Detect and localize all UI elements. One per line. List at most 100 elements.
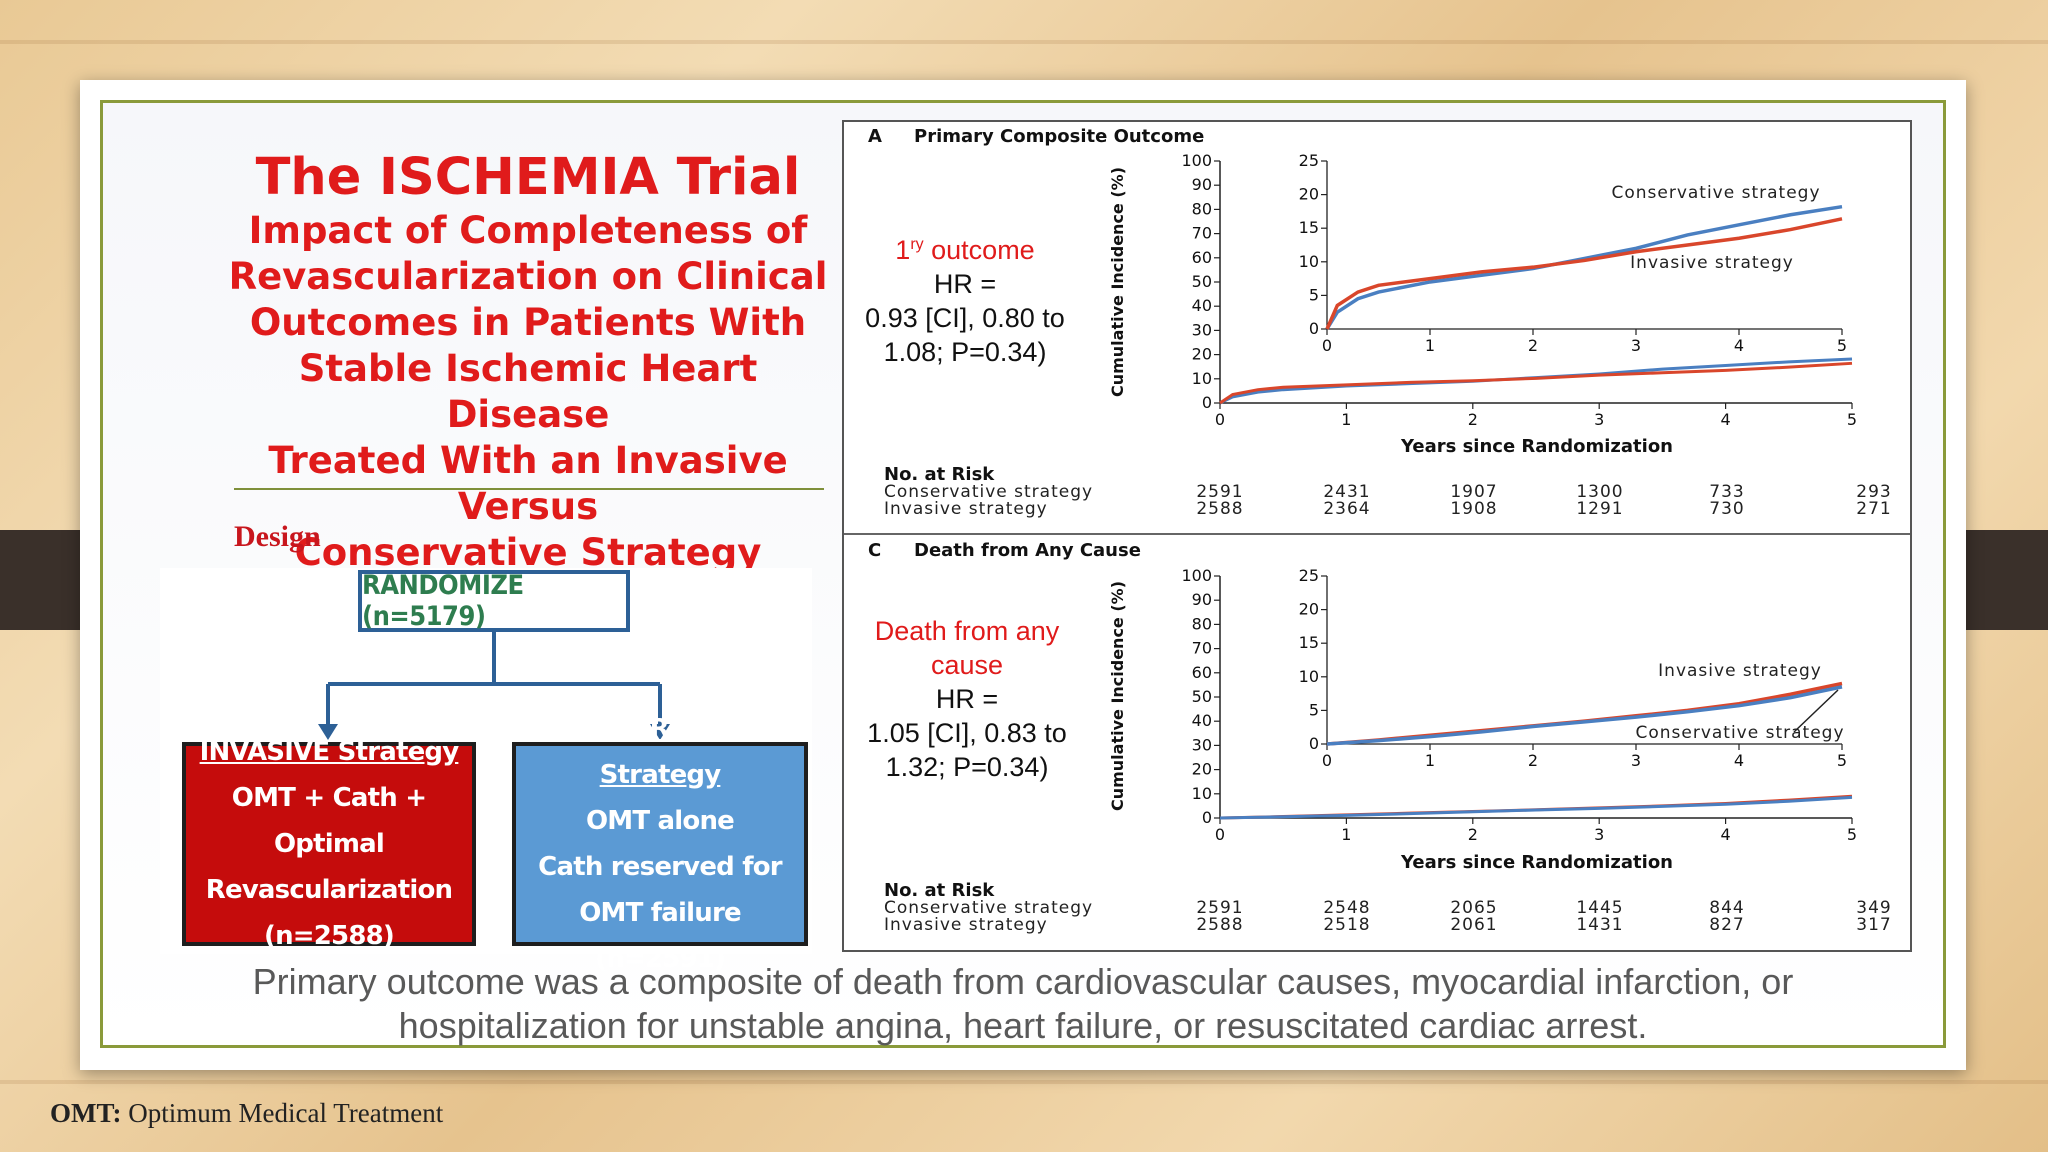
x-axis-label: Years since Randomization <box>1400 436 1673 457</box>
series-callout-label: Conservative strategy <box>1611 183 1820 203</box>
risk-table-value: 1300 <box>1576 482 1623 502</box>
death-ci-line: 1.05 [CI], 0.83 to <box>867 718 1067 748</box>
inset-y-tick-label: 5 <box>1309 700 1319 719</box>
risk-table-row-label: Invasive strategy <box>884 915 1048 935</box>
x-tick-label: 1 <box>1341 410 1351 429</box>
inset-x-tick-label: 1 <box>1425 336 1435 355</box>
risk-table-value: 1908 <box>1450 499 1497 519</box>
inset-y-tick-label: 20 <box>1299 185 1319 204</box>
inset-x-tick-label: 4 <box>1734 751 1744 770</box>
x-axis-label: Years since Randomization <box>1400 852 1673 873</box>
y-tick-label: 50 <box>1192 687 1212 706</box>
series-line-inset <box>1325 217 1843 330</box>
inset-y-tick-label: 0 <box>1309 734 1319 753</box>
y-tick-label: 100 <box>1181 566 1212 585</box>
conservative-strategy-box: CONSERVATIVE Strategy OMT alone Cath res… <box>512 714 808 974</box>
series-callout-label: Invasive strategy <box>1658 661 1822 681</box>
randomize-box: RANDOMIZE (n=5179) <box>358 570 630 632</box>
invasive-strategy-box: INVASIVE Strategy OMT + Cath + Optimal R… <box>182 737 476 951</box>
wood-grain <box>0 40 2048 44</box>
y-tick-label: 20 <box>1192 760 1212 779</box>
inset-x-tick-label: 1 <box>1425 751 1435 770</box>
risk-table-value: 827 <box>1709 915 1744 935</box>
series-callout-label: Invasive strategy <box>1630 253 1794 273</box>
x-tick-label: 2 <box>1468 410 1478 429</box>
subtitle-line: Treated With an Invasive Versus <box>268 439 788 528</box>
inset-x-tick-label: 3 <box>1631 751 1641 770</box>
slide-title: The ISCHEMIA Trial <box>255 148 801 207</box>
inset-y-tick-label: 25 <box>1299 151 1319 170</box>
panel-letter: A <box>868 126 882 147</box>
risk-table-row-label: Invasive strategy <box>884 499 1048 519</box>
x-tick-label: 4 <box>1721 410 1731 429</box>
callout-leader <box>1793 689 1839 733</box>
risk-table-value: 1291 <box>1576 499 1623 519</box>
risk-table-value: 1445 <box>1576 898 1623 918</box>
panel-divider <box>844 533 1910 535</box>
footnote-line: Primary outcome was a composite of death… <box>252 961 1794 1002</box>
omt-text: Optimum Medical Treatment <box>121 1098 444 1128</box>
y-tick-label: 80 <box>1192 614 1212 633</box>
y-tick-label: 40 <box>1192 711 1212 730</box>
risk-table-value: 2548 <box>1323 898 1370 918</box>
risk-table-value: 2588 <box>1196 499 1243 519</box>
invasive-strategy-line: Optimal Revascularization <box>205 829 453 905</box>
inset-y-tick-label: 10 <box>1299 252 1319 271</box>
inset-x-tick-label: 5 <box>1837 751 1847 770</box>
y-tick-label: 80 <box>1192 199 1212 218</box>
y-tick-label: 40 <box>1192 296 1212 315</box>
risk-table-value: 733 <box>1709 482 1744 502</box>
risk-table-value: 1907 <box>1450 482 1497 502</box>
y-axis-label: Cumulative Incidence (%) <box>1108 167 1127 397</box>
invasive-strategy-line: OMT + Cath + <box>231 783 427 813</box>
inset-y-tick-label: 25 <box>1299 566 1319 585</box>
risk-table-value: 2591 <box>1196 482 1243 502</box>
risk-table-value: 844 <box>1709 898 1744 918</box>
risk-table-value: 730 <box>1709 499 1744 519</box>
chart-title: Primary Composite Outcome <box>914 126 1204 147</box>
primary-ci-line: 0.93 [CI], 0.80 to <box>865 303 1065 333</box>
inset-x-tick-label: 5 <box>1837 336 1847 355</box>
y-tick-label: 50 <box>1192 272 1212 291</box>
x-tick-label: 3 <box>1594 410 1604 429</box>
y-tick-label: 30 <box>1192 320 1212 339</box>
title-underline <box>234 488 824 490</box>
series-line-main <box>1219 361 1853 405</box>
risk-table-value: 2588 <box>1196 915 1243 935</box>
series-line-main <box>1219 795 1853 820</box>
primary-ci-line: 1.08; P=0.34) <box>883 337 1047 367</box>
inset-y-tick-label: 15 <box>1299 633 1319 652</box>
y-tick-label: 60 <box>1192 663 1212 682</box>
primary-outcome-label-rest: outcome <box>923 235 1035 265</box>
footnote-line: hospitalization for unstable angina, hea… <box>398 1005 1648 1046</box>
x-tick-label: 4 <box>1721 825 1731 844</box>
y-tick-label: 10 <box>1192 784 1212 803</box>
y-tick-label: 90 <box>1192 590 1212 609</box>
risk-table-value: 2061 <box>1450 915 1497 935</box>
y-tick-label: 100 <box>1181 151 1212 170</box>
wood-grain <box>0 1080 2048 1084</box>
inset-x-tick-label: 3 <box>1631 336 1641 355</box>
invasive-strategy-title: INVASIVE Strategy <box>199 737 460 767</box>
subtitle-line: Impact of Completeness of <box>248 209 808 252</box>
inset-x-tick-label: 4 <box>1734 336 1744 355</box>
subtitle-line: Revascularization on Clinical <box>228 255 828 298</box>
conservative-strategy-count: (n=2591) <box>594 944 726 974</box>
risk-table-row-label: Conservative strategy <box>884 898 1093 918</box>
x-tick-label: 2 <box>1468 825 1478 844</box>
x-tick-label: 0 <box>1215 825 1225 844</box>
subtitle-line: Stable Ischemic Heart Disease <box>298 347 758 436</box>
risk-table-value: 293 <box>1856 482 1891 502</box>
inset-x-tick-label: 2 <box>1528 336 1538 355</box>
y-tick-label: 0 <box>1202 808 1212 827</box>
x-tick-label: 0 <box>1215 410 1225 429</box>
inset-y-tick-label: 10 <box>1299 667 1319 686</box>
omt-abbr: OMT: <box>50 1098 122 1128</box>
omt-definition: OMT: Optimum Medical Treatment <box>50 1098 443 1129</box>
panel-letter: C <box>868 540 881 561</box>
subtitle-line: Outcomes in Patients With <box>249 301 807 344</box>
primary-outcome-overlay: 1ry outcome HR = 0.93 [CI], 0.80 to 1.08… <box>846 228 1084 369</box>
x-tick-label: 5 <box>1847 410 1857 429</box>
